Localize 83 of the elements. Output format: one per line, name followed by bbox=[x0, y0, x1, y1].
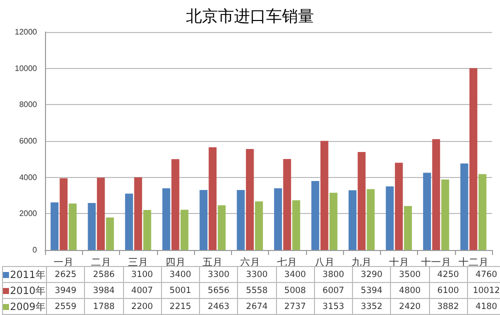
legend-label: 2011年 bbox=[2, 266, 46, 282]
data-label: 10012 bbox=[467, 282, 500, 298]
data-label: 2737 bbox=[276, 298, 314, 314]
bar bbox=[330, 192, 338, 250]
data-label: 3400 bbox=[284, 270, 306, 280]
bar bbox=[50, 202, 58, 250]
data-label: 2625 bbox=[54, 270, 76, 280]
bar bbox=[68, 204, 77, 250]
y-tick-label: 12000 bbox=[14, 28, 38, 36]
data-label: 3500 bbox=[399, 270, 421, 280]
bar bbox=[106, 218, 114, 250]
bar bbox=[358, 152, 366, 250]
data-label: 3984 bbox=[84, 282, 123, 298]
y-tick-label: 4000 bbox=[19, 172, 38, 182]
data-label: 4180 bbox=[467, 298, 500, 314]
data-label: 2674 bbox=[238, 298, 276, 314]
bar bbox=[348, 190, 356, 250]
data-label: 2559 bbox=[46, 298, 85, 314]
bar bbox=[441, 179, 450, 250]
bar bbox=[96, 178, 105, 250]
bar bbox=[311, 180, 320, 250]
bar bbox=[292, 200, 300, 250]
data-label: 5394 bbox=[352, 282, 391, 298]
data-label: 4250 bbox=[437, 270, 459, 280]
bar bbox=[171, 159, 180, 250]
data-label: 2200 bbox=[123, 298, 162, 314]
y-tick-label: 8000 bbox=[19, 100, 38, 110]
legend-label: 2009年 bbox=[2, 298, 46, 314]
y-tick-label: 0 bbox=[32, 246, 38, 254]
data-label: 2420 bbox=[390, 298, 429, 314]
bar bbox=[200, 190, 208, 250]
data-label: 5001 bbox=[161, 282, 200, 298]
data-label: 3882 bbox=[429, 298, 468, 314]
bar bbox=[404, 206, 412, 250]
data-label: 2215 bbox=[161, 298, 200, 314]
data-label: 3800 bbox=[322, 270, 344, 280]
bar bbox=[320, 140, 328, 250]
bar bbox=[143, 210, 152, 250]
data-label: 3100 bbox=[131, 270, 153, 280]
data-label: 4760 bbox=[476, 270, 498, 280]
data-label: 3352 bbox=[352, 298, 391, 314]
chart-title: 北京市进口车销量 bbox=[186, 8, 314, 26]
bar bbox=[60, 178, 68, 250]
bar bbox=[478, 174, 486, 250]
bar bbox=[366, 189, 375, 250]
bar bbox=[125, 194, 133, 250]
data-label: 1788 bbox=[84, 298, 123, 314]
bar bbox=[208, 147, 217, 250]
bar bbox=[88, 203, 96, 250]
bar bbox=[394, 162, 403, 250]
bar bbox=[274, 188, 282, 250]
data-label: 3290 bbox=[360, 270, 382, 280]
data-label: 6100 bbox=[429, 282, 468, 298]
bar bbox=[423, 172, 431, 250]
y-tick-label: 10000 bbox=[14, 64, 38, 73]
data-label: 2586 bbox=[93, 270, 115, 280]
data-label: 4007 bbox=[123, 282, 162, 298]
y-tick-label: 2000 bbox=[19, 209, 38, 218]
bar bbox=[180, 210, 188, 250]
data-label: 5008 bbox=[276, 282, 314, 298]
data-label: 6007 bbox=[314, 282, 352, 298]
bar bbox=[469, 68, 478, 250]
data-label: 4800 bbox=[390, 282, 429, 298]
bar bbox=[255, 201, 263, 250]
bar bbox=[386, 186, 394, 250]
bar bbox=[460, 164, 468, 250]
bar bbox=[246, 149, 254, 250]
data-label: 5656 bbox=[200, 282, 238, 298]
data-label: 3949 bbox=[46, 282, 85, 298]
data-label: 3153 bbox=[314, 298, 352, 314]
bar bbox=[432, 139, 440, 250]
bar bbox=[218, 205, 226, 250]
legend-label: 2010年 bbox=[2, 282, 46, 298]
bar bbox=[162, 188, 170, 250]
data-label: 2463 bbox=[200, 298, 238, 314]
data-label: 3300 bbox=[246, 270, 268, 280]
data-label: 3300 bbox=[208, 270, 230, 280]
data-label: 5558 bbox=[238, 282, 276, 298]
y-tick-label: 6000 bbox=[19, 136, 38, 146]
bar bbox=[236, 190, 245, 250]
bar bbox=[134, 177, 142, 250]
bar bbox=[283, 159, 292, 250]
data-label: 3400 bbox=[170, 270, 192, 280]
